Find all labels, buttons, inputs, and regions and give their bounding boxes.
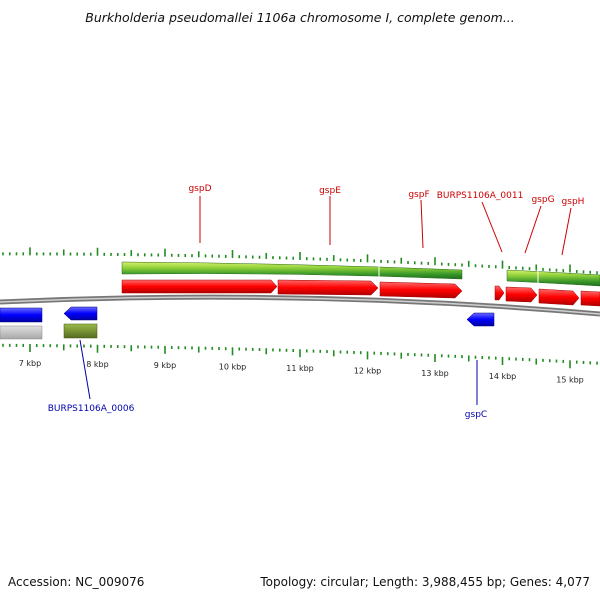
map-title: Burkholderia pseudomallei 1106a chromoso… (85, 10, 515, 25)
gene-label-gspF[interactable]: gspF (408, 190, 429, 200)
gene-label-gspH[interactable]: gspH (562, 197, 585, 207)
leader-line (79, 339, 91, 400)
reverse-gene-track (0, 323, 98, 340)
cds-arrow-gspG[interactable] (505, 286, 538, 303)
scale-label: 11 kbp (286, 364, 314, 373)
cds-arrow-gspF[interactable] (379, 281, 463, 299)
cds-arrow-gspH[interactable] (538, 288, 580, 306)
lower-tick-track (2, 343, 598, 369)
gene-labels: gspD gspE gspF BURPS1106A_0011 gspG gspH… (48, 184, 585, 420)
gene-label-BURPS1106A_0006[interactable]: BURPS1106A_0006 (48, 404, 135, 414)
scale-label: 8 kbp (86, 360, 108, 369)
scale-label: 9 kbp (154, 361, 176, 370)
cds-arrow-BURPS1106A_0011[interactable] (494, 285, 505, 301)
scale-label: 15 kbp (556, 375, 584, 384)
scale-label: 10 kbp (219, 362, 247, 371)
cds-arrow-BURPS1106A_0006[interactable] (63, 306, 98, 321)
leader-line (420, 199, 424, 249)
forward-gene-track (121, 261, 600, 287)
cds-arrow-reverse-partial[interactable] (0, 307, 43, 323)
cds-arrow-gspC[interactable] (466, 312, 495, 327)
gene-band-segment[interactable] (121, 261, 463, 280)
gene-label-BURPS1106A_0011[interactable]: BURPS1106A_0011 (437, 191, 524, 201)
chromosome-backbone (0, 294, 600, 317)
cds-arrow-gspD[interactable] (121, 279, 278, 294)
gene-label-gspG[interactable]: gspG (531, 195, 554, 205)
gene-label-gspE[interactable]: gspE (319, 186, 341, 196)
genome-summary-text: Topology: circular; Length: 3,988,455 bp… (260, 575, 590, 589)
leader-line (524, 205, 542, 254)
gene-label-gspD[interactable]: gspD (188, 184, 211, 194)
gene-label-gspC[interactable]: gspC (465, 410, 487, 420)
cds-arrow-partial[interactable] (580, 290, 600, 307)
gene-band-segment[interactable] (506, 269, 600, 287)
scale-label: 14 kbp (489, 372, 517, 381)
gene-band-grey[interactable] (0, 325, 43, 340)
leader-line (561, 207, 572, 256)
scale-label: 12 kbp (354, 366, 382, 375)
gene-band-olive[interactable] (63, 323, 98, 339)
upper-tick-track (2, 247, 598, 275)
scale-label: 7 kbp (19, 359, 41, 368)
leader-line (481, 201, 503, 253)
accession-text: Accession: NC_009076 (8, 575, 145, 589)
reverse-cds-track (0, 306, 495, 327)
scale-labels: 7 kbp 8 kbp 9 kbp 10 kbp 11 kbp 12 kbp 13 kbp 1… (19, 359, 584, 384)
forward-cds-track (121, 279, 600, 307)
scale-label: 13 kbp (421, 369, 449, 378)
cds-arrow-gspE[interactable] (277, 279, 379, 296)
